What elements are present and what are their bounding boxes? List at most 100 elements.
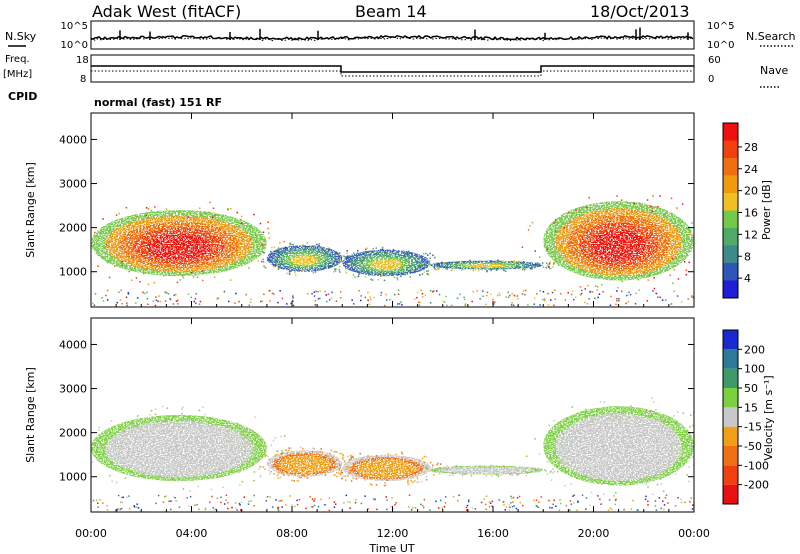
- cpid-value: normal (fast) 151 RF: [94, 96, 222, 109]
- nave-tick-top: 60: [708, 55, 721, 66]
- time-axis-labels: 00:00 04:00 08:00 12:00 16:00 20:00 00:00: [75, 527, 710, 540]
- colorbar-cell: [723, 123, 738, 141]
- colorbar-cell: [723, 193, 738, 211]
- y-tick-label: 1000: [59, 266, 87, 279]
- colorbar-cell: [723, 158, 738, 176]
- velocity-y-axis-label: Slant Range [km]: [24, 367, 37, 463]
- colorbar-tick-label: 12: [744, 228, 758, 241]
- power-colorbar: 4 8 12 16 20 24 28 Power [dB]: [722, 122, 773, 299]
- nave-line: [91, 70, 694, 77]
- cpid-label: CPID: [8, 90, 37, 103]
- y-tick-label: 2000: [59, 222, 87, 235]
- colorbar-tick-label: 100: [744, 363, 765, 376]
- echo-region-afternoon-patch: [430, 260, 544, 270]
- freq-unit: [MHz]: [3, 69, 32, 80]
- velocity-scatter: [91, 397, 694, 512]
- nsky-line: [90, 34, 694, 41]
- velocity-colorbar: 200 100 50 15 -15 -50 -100 -200 Velocity [m s⁻¹…: [722, 329, 775, 505]
- nsky-label: N.Sky: [5, 30, 37, 43]
- colorbar-tick-label: 8: [744, 250, 751, 263]
- colorbar-cell: [723, 368, 738, 388]
- colorbar-cell: [723, 175, 738, 193]
- echo-region-evening-band: [543, 406, 694, 486]
- nave-label: Nave: [760, 64, 788, 77]
- colorbar-cell: [723, 140, 738, 158]
- echo-region-morning-patch: [266, 450, 343, 477]
- x-tick-label: 00:00: [75, 527, 107, 540]
- velocity-y-ticks: 1000 2000 3000 4000: [59, 338, 694, 484]
- x-tick-label: 08:00: [276, 527, 308, 540]
- colorbar-cell: [723, 484, 738, 504]
- count-tick-top-right: 10^5: [707, 21, 734, 32]
- colorbar-cell: [723, 330, 738, 350]
- colorbar-tick-label: -200: [744, 479, 769, 492]
- colorbar-tick-label: 4: [744, 272, 751, 285]
- colorbar-tick-label: 50: [744, 382, 758, 395]
- freq-tick-top: 18: [76, 55, 89, 66]
- velocity-panel: 1000 2000 3000 4000 Slant Range [km]: [24, 317, 695, 513]
- power-x-ticks: [90, 113, 695, 307]
- frequency-line: [91, 65, 694, 73]
- colorbar-cell: [723, 263, 738, 281]
- x-tick-label: 00:00: [678, 527, 710, 540]
- station-title: Adak West (fitACF): [92, 2, 241, 21]
- date-title: 18/Oct/2013: [590, 2, 690, 21]
- nsearch-label: N.Search: [746, 30, 796, 43]
- count-tick-bottom-left: 10^0: [61, 40, 88, 51]
- x-tick-label: 20:00: [578, 527, 610, 540]
- echo-region-night-band: [91, 210, 267, 277]
- power-y-axis-label: Slant Range [km]: [24, 162, 37, 258]
- count-lines: [90, 27, 694, 42]
- colorbar-tick-label: 15: [744, 401, 758, 414]
- velocity-x-ticks: [90, 318, 695, 512]
- nsearch-line: [90, 36, 694, 42]
- power-scatter: [91, 195, 694, 307]
- colorbar-cell: [723, 349, 738, 369]
- colorbar-cell: [723, 388, 738, 408]
- colorbar-cell: [723, 446, 738, 466]
- x-axis-label: Time UT: [368, 542, 414, 554]
- y-tick-label: 1000: [59, 471, 87, 484]
- x-tick-label: 12:00: [377, 527, 409, 540]
- power-y-ticks: 1000 2000 3000 4000: [59, 133, 694, 279]
- echo-region-midday-patch: [342, 454, 431, 482]
- colorbar-tick-label: 20: [744, 185, 758, 198]
- freq-label: Freq.: [5, 54, 30, 65]
- colorbar-tick-label: 200: [744, 343, 765, 356]
- beam-title: Beam 14: [355, 2, 427, 21]
- echo-region-evening-band: [543, 201, 694, 281]
- colorbar-cell: [723, 407, 738, 427]
- velocity-colorbar-label: Velocity [m s⁻¹]: [762, 375, 775, 460]
- colorbar-tick-label: 16: [744, 207, 758, 220]
- count-panel: [90, 20, 695, 50]
- y-tick-label: 2000: [59, 427, 87, 440]
- colorbar-cell: [723, 426, 738, 446]
- colorbar-tick-label: 24: [744, 163, 758, 176]
- echo-region-morning-patch: [266, 245, 343, 272]
- count-tick-top-left: 10^5: [61, 21, 88, 32]
- colorbar-cell: [723, 465, 738, 485]
- colorbar-cell: [723, 245, 738, 263]
- colorbar-cell: [723, 228, 738, 246]
- colorbar-tick-label: -100: [744, 459, 769, 472]
- colorbar-cell: [723, 280, 738, 298]
- x-tick-label: 16:00: [477, 527, 509, 540]
- power-panel: 1000 2000 3000 4000 Slant Range [km]: [24, 112, 695, 308]
- colorbar-tick-label: -15: [744, 421, 762, 434]
- freq-panel: [90, 54, 695, 83]
- echo-region-midday-patch: [342, 249, 431, 277]
- nave-tick-bottom: 0: [708, 74, 714, 85]
- colorbar-cell: [723, 210, 738, 228]
- y-tick-label: 3000: [59, 383, 87, 396]
- freq-tick-bottom: 8: [80, 74, 86, 85]
- echo-region-night-band: [91, 415, 267, 482]
- count-tick-bottom-right: 10^0: [707, 40, 734, 51]
- y-tick-label: 4000: [59, 133, 87, 146]
- power-colorbar-label: Power [dB]: [760, 180, 773, 240]
- x-tick-label: 04:00: [176, 527, 208, 540]
- y-tick-label: 3000: [59, 178, 87, 191]
- y-tick-label: 4000: [59, 338, 87, 351]
- colorbar-tick-label: -50: [744, 440, 762, 453]
- colorbar-tick-label: 28: [744, 141, 758, 154]
